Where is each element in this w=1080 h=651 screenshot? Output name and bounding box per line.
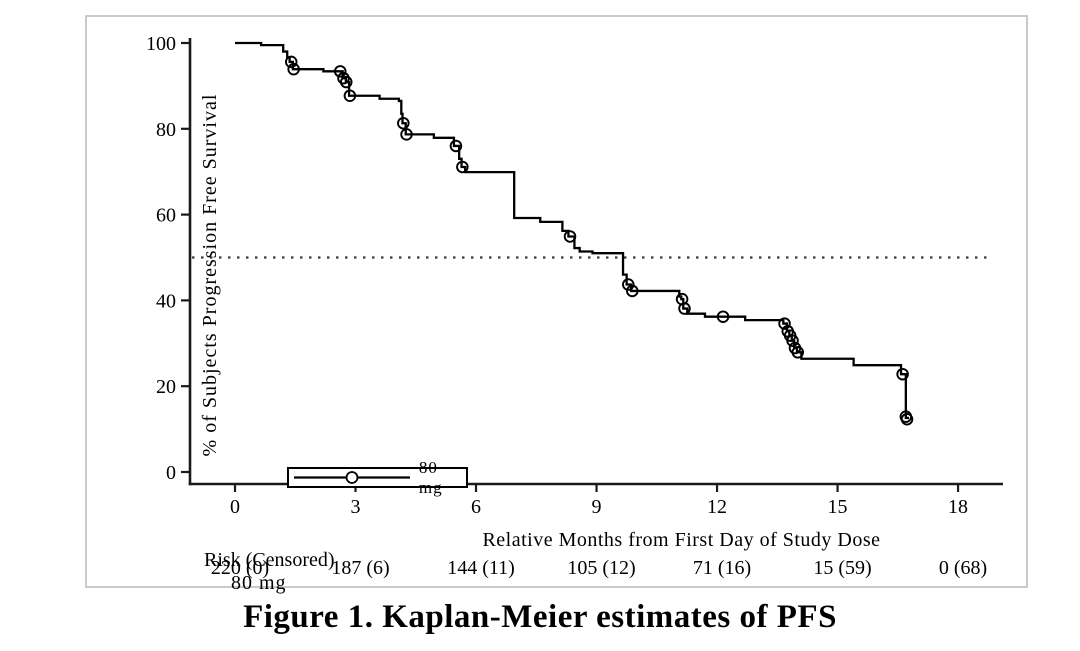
y-axis-title: % of Subjects Progression Free Survival <box>199 93 221 457</box>
censor-mark <box>397 116 410 130</box>
risk-table-header: Risk (Censored) <box>204 549 335 571</box>
risk-value: 0 (68) <box>939 557 987 579</box>
x-tick-label: 18 <box>948 496 968 518</box>
x-tick-label: 9 <box>592 496 602 518</box>
risk-value: 144 (11) <box>447 557 515 579</box>
x-tick-label: 12 <box>707 496 727 518</box>
x-tick-label: 15 <box>828 496 848 518</box>
censor-mark <box>896 367 909 381</box>
censor-mark <box>333 65 347 78</box>
risk-value: 187 (6) <box>331 557 389 579</box>
censor-mark <box>343 89 357 103</box>
risk-value: 220 (0) <box>211 557 269 579</box>
figure-caption: Figure 1. Kaplan-Meier estimates of PFS <box>243 599 837 635</box>
censor-mark <box>786 334 799 347</box>
y-tick-label: 100 <box>146 33 176 55</box>
censor-mark <box>340 75 353 89</box>
censor-mark <box>284 55 298 69</box>
censor-mark <box>716 310 730 323</box>
km-plot: 0 20 40 60 80 100 0 3 6 9 12 15 18 220 (0) 187 (6) 144 … <box>146 33 1003 579</box>
km-curve-80mg <box>235 41 910 420</box>
x-tick-label: 0 <box>230 496 240 518</box>
y-tick-label: 0 <box>166 462 176 484</box>
censor-mark <box>400 128 413 141</box>
censor-mark <box>456 160 469 174</box>
risk-value: 15 (59) <box>813 557 871 579</box>
y-tick-label: 80 <box>156 119 176 141</box>
y-tick-label: 60 <box>156 205 176 227</box>
chart-frame: 0 20 40 60 80 100 0 3 6 9 12 15 18 220 (0) 187 (6) 144 … <box>85 15 1028 594</box>
legend: 80 mg <box>287 458 468 497</box>
censor-mark <box>622 278 635 291</box>
censor-mark <box>626 284 639 298</box>
censor-mark <box>791 346 805 359</box>
censor-mark <box>778 317 791 330</box>
censor-mark <box>678 302 691 315</box>
y-tick-label: 40 <box>156 290 176 312</box>
risk-value: 105 (12) <box>567 557 635 579</box>
x-axis-title: Relative Months from First Day of Study … <box>482 529 881 551</box>
y-tick-label: 20 <box>156 376 176 398</box>
legend-marker-icon <box>294 471 410 484</box>
censor-mark <box>900 412 914 426</box>
x-tick-label: 6 <box>471 496 481 518</box>
risk-row-label: 80 mg <box>231 572 287 594</box>
censor-mark <box>287 62 300 76</box>
risk-value: 71 (16) <box>693 557 751 579</box>
x-tick-label: 3 <box>351 496 361 518</box>
censor-mark <box>449 139 463 153</box>
legend-series-label: 80 mg <box>418 457 443 497</box>
censor-mark <box>563 230 577 243</box>
